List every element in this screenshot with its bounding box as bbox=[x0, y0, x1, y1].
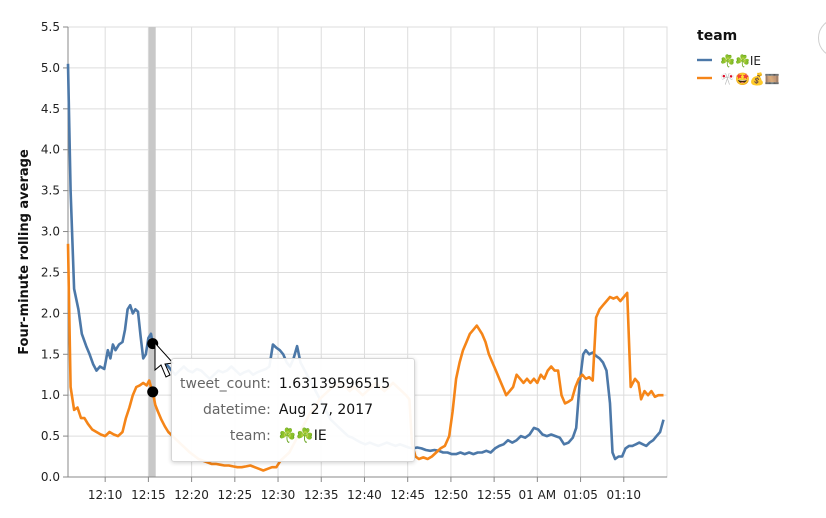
tooltip-row: datetime: Aug 27, 2017 bbox=[176, 397, 394, 423]
legend[interactable]: team ☘️☘️IE 🎌🤩💰🎞️ bbox=[697, 28, 780, 86]
x-tick-label: 12:50 bbox=[434, 488, 469, 502]
grid bbox=[67, 26, 668, 478]
tooltip: tweet_count: 1.63139596515 datetime: Aug 27… bbox=[171, 358, 415, 462]
x-tick-label: 01 AM bbox=[519, 488, 557, 502]
legend-items: ☘️☘️IE 🎌🤩💰🎞️ bbox=[697, 54, 780, 86]
y-tick-label: 4.5 bbox=[41, 102, 60, 116]
y-tick-label: 1.0 bbox=[41, 388, 60, 402]
hover-point-1 bbox=[147, 386, 159, 398]
hover-rule bbox=[148, 27, 156, 477]
y-tick-label: 0.5 bbox=[41, 429, 60, 443]
legend-title: team bbox=[697, 28, 737, 44]
y-tick-label: 5.0 bbox=[41, 61, 60, 75]
tooltip-key: team: bbox=[229, 428, 271, 444]
tooltip-value: 1.63139596515 bbox=[278, 376, 391, 392]
y-tick-label: 2.0 bbox=[41, 306, 60, 320]
x-tick-label: 01:10 bbox=[606, 488, 641, 502]
x-tick-label: 12:30 bbox=[261, 488, 296, 502]
x-tick-label: 12:55 bbox=[477, 488, 512, 502]
legend-label: ☘️☘️IE bbox=[720, 54, 761, 68]
x-tick-label: 12:10 bbox=[88, 488, 123, 502]
tooltip-value: Aug 27, 2017 bbox=[278, 402, 374, 418]
tooltip-value: ☘️☘️IE bbox=[278, 428, 327, 444]
y-tick-label: 5.5 bbox=[41, 20, 60, 34]
y-tick-label: 3.5 bbox=[41, 184, 60, 198]
legend-label: 🎌🤩💰🎞️ bbox=[720, 72, 780, 86]
x-tick-label: 12:45 bbox=[390, 488, 425, 502]
y-tick-label: 4.0 bbox=[41, 143, 60, 157]
axes: 0.0 0.5 1.0 1.5 2.0 2.5 3.0 3.5 4.0 4.5 5.0 5.5 12:1… bbox=[41, 20, 667, 502]
tooltip-row: team: ☘️☘️IE bbox=[176, 423, 394, 449]
x-tick-label: 12:15 bbox=[131, 488, 166, 502]
y-tick-label: 1.5 bbox=[41, 347, 60, 361]
x-tick-label: 12:20 bbox=[174, 488, 209, 502]
x-tick-label: 12:35 bbox=[304, 488, 339, 502]
x-tick-label: 01:05 bbox=[563, 488, 598, 502]
tooltip-key: datetime: bbox=[202, 402, 271, 418]
y-axis-title: Four-minute rolling average bbox=[17, 149, 32, 355]
tooltip-key: tweet_count: bbox=[180, 376, 271, 392]
y-tick-label: 0.0 bbox=[41, 470, 60, 484]
y-tick-label: 3.0 bbox=[41, 225, 60, 239]
x-tick-label: 12:25 bbox=[218, 488, 253, 502]
x-tick-label: 12:40 bbox=[347, 488, 382, 502]
y-tick-label: 2.5 bbox=[41, 265, 60, 279]
tooltip-row: tweet_count: 1.63139596515 bbox=[176, 371, 394, 397]
